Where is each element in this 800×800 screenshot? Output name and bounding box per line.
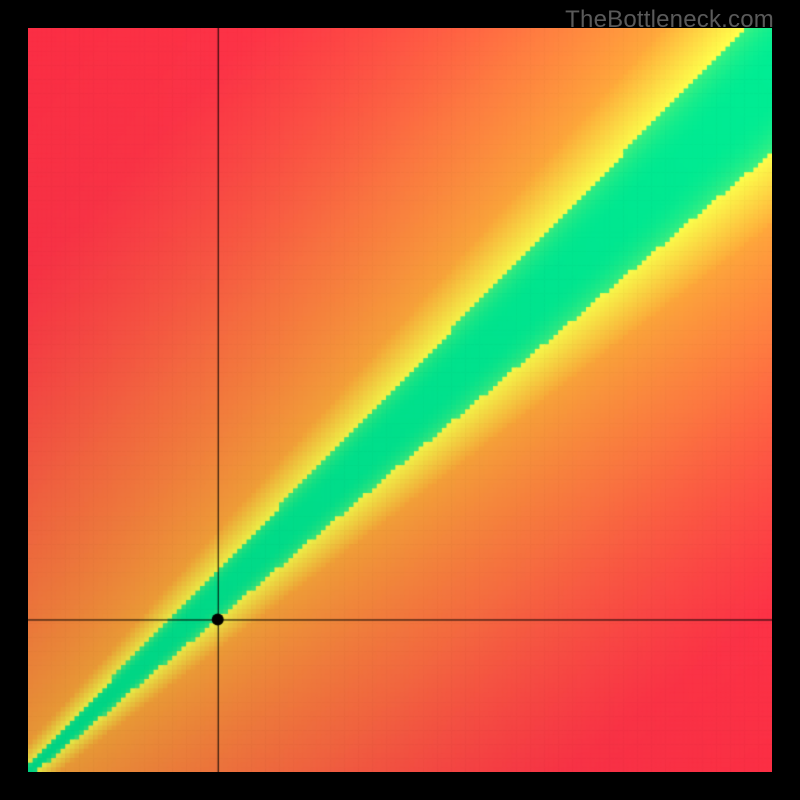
bottleneck-heatmap (28, 28, 772, 772)
chart-container: TheBottleneck.com (0, 0, 800, 800)
watermark-text: TheBottleneck.com (565, 6, 774, 34)
